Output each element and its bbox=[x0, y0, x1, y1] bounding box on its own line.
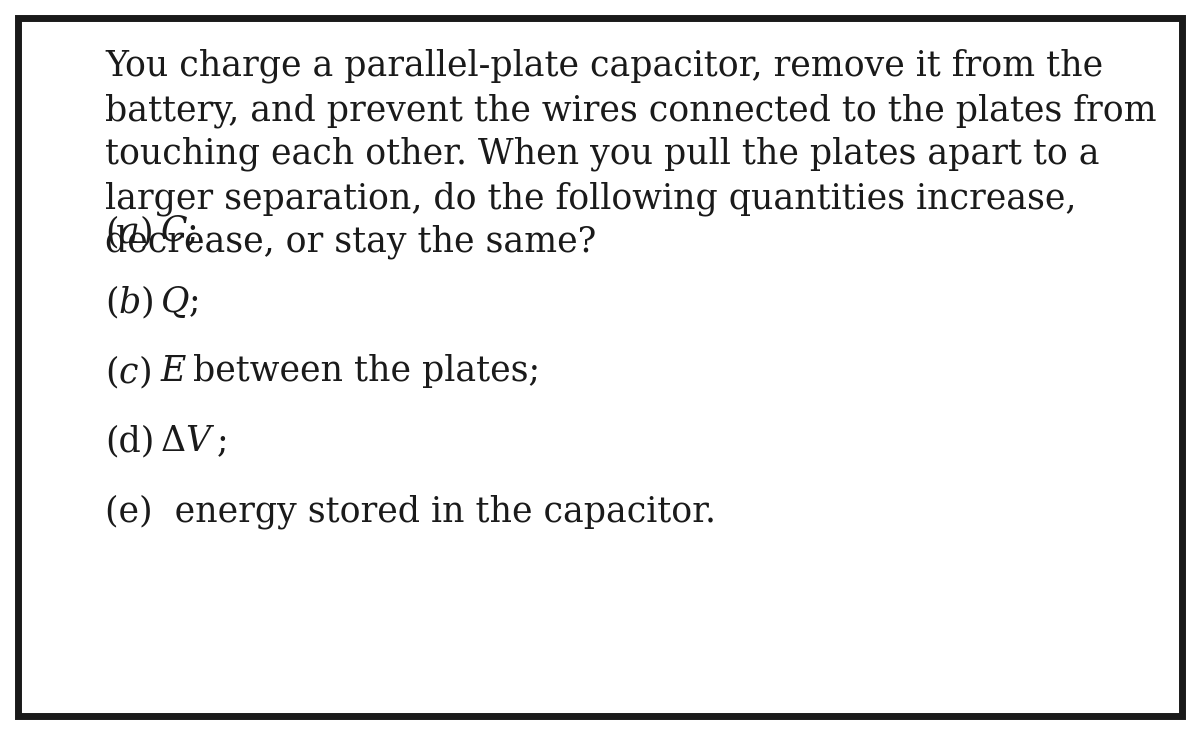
Text: $(a)$: $(a)$ bbox=[106, 214, 152, 251]
Text: between the plates;: between the plates; bbox=[193, 354, 540, 388]
Text: larger separation, do the following quantities increase,: larger separation, do the following quan… bbox=[106, 181, 1076, 216]
Text: $E$: $E$ bbox=[160, 354, 187, 388]
Text: decrease, or stay the same?: decrease, or stay the same? bbox=[106, 225, 596, 260]
Text: battery, and prevent the wires connected to the plates from: battery, and prevent the wires connected… bbox=[106, 93, 1157, 128]
Text: $(c)$: $(c)$ bbox=[106, 354, 151, 391]
Text: (d): (d) bbox=[106, 424, 155, 458]
Text: $C;$: $C;$ bbox=[160, 214, 197, 249]
Text: $Q;$: $Q;$ bbox=[160, 284, 199, 320]
Text: $(b)$: $(b)$ bbox=[106, 284, 154, 321]
Text: ;: ; bbox=[217, 424, 229, 458]
Text: touching each other. When you pull the plates apart to a: touching each other. When you pull the p… bbox=[106, 137, 1099, 172]
Text: You charge a parallel-plate capacitor, remove it from the: You charge a parallel-plate capacitor, r… bbox=[106, 49, 1103, 84]
Text: (e)  energy stored in the capacitor.: (e) energy stored in the capacitor. bbox=[106, 494, 716, 528]
Text: $\Delta V$: $\Delta V$ bbox=[160, 424, 215, 458]
